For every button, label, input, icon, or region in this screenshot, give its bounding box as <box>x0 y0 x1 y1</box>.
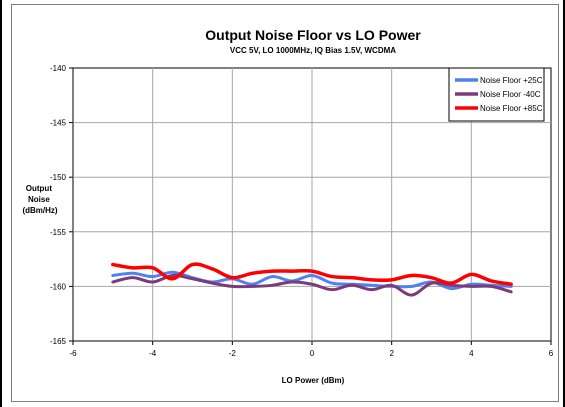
right-frame-edge <box>563 0 565 407</box>
x-tick-label: 6 <box>549 349 554 358</box>
legend-label-2: Noise Floor -40C <box>480 90 541 99</box>
y-tick-label: -145 <box>50 119 67 128</box>
y-tick-labels: -165 -160 -155 -150 -145 -140 <box>50 64 73 346</box>
x-tick-label: 4 <box>469 349 474 358</box>
x-axis-label: LO Power (dBm) <box>282 376 345 385</box>
series-line-3 <box>111 262 513 286</box>
y-axis-label-line-2: Noise <box>28 195 50 204</box>
x-tick-label: 0 <box>310 349 315 358</box>
x-tick-label: -2 <box>229 349 237 358</box>
y-axis-label-line-1: Output <box>26 184 53 193</box>
y-tick-label: -165 <box>50 337 67 346</box>
series-line-1 <box>111 270 513 291</box>
left-frame-edge <box>0 0 2 407</box>
x-tick-label: 2 <box>389 349 394 358</box>
y-tick-label: -160 <box>50 282 67 291</box>
x-tick-label: -4 <box>149 349 157 358</box>
y-tick-label: -140 <box>50 64 67 73</box>
chart-area-border <box>11 4 559 402</box>
series-lines <box>111 262 513 297</box>
x-tick-label: -6 <box>69 349 77 358</box>
y-axis-label: Output Noise (dBm/Hz) <box>22 184 57 215</box>
legend: Noise Floor +25C Noise Floor -40C Noise Fl… <box>448 67 545 122</box>
y-tick-label: -150 <box>50 173 67 182</box>
chart-title: Output Noise Floor vs LO Power <box>205 27 421 43</box>
y-axis-label-line-3: (dBm/Hz) <box>22 206 57 215</box>
legend-label-1: Noise Floor +25C <box>480 76 543 85</box>
y-tick-label: -155 <box>50 228 67 237</box>
chart-subtitle: VCC 5V, LO 1000MHz, IQ Bias 1.5V, WCDMA <box>230 46 396 55</box>
legend-label-3: Noise Floor +85C <box>480 104 543 113</box>
x-tick-labels: -6 -4 -2 0 2 4 6 <box>69 341 554 358</box>
gridlines <box>73 68 551 341</box>
